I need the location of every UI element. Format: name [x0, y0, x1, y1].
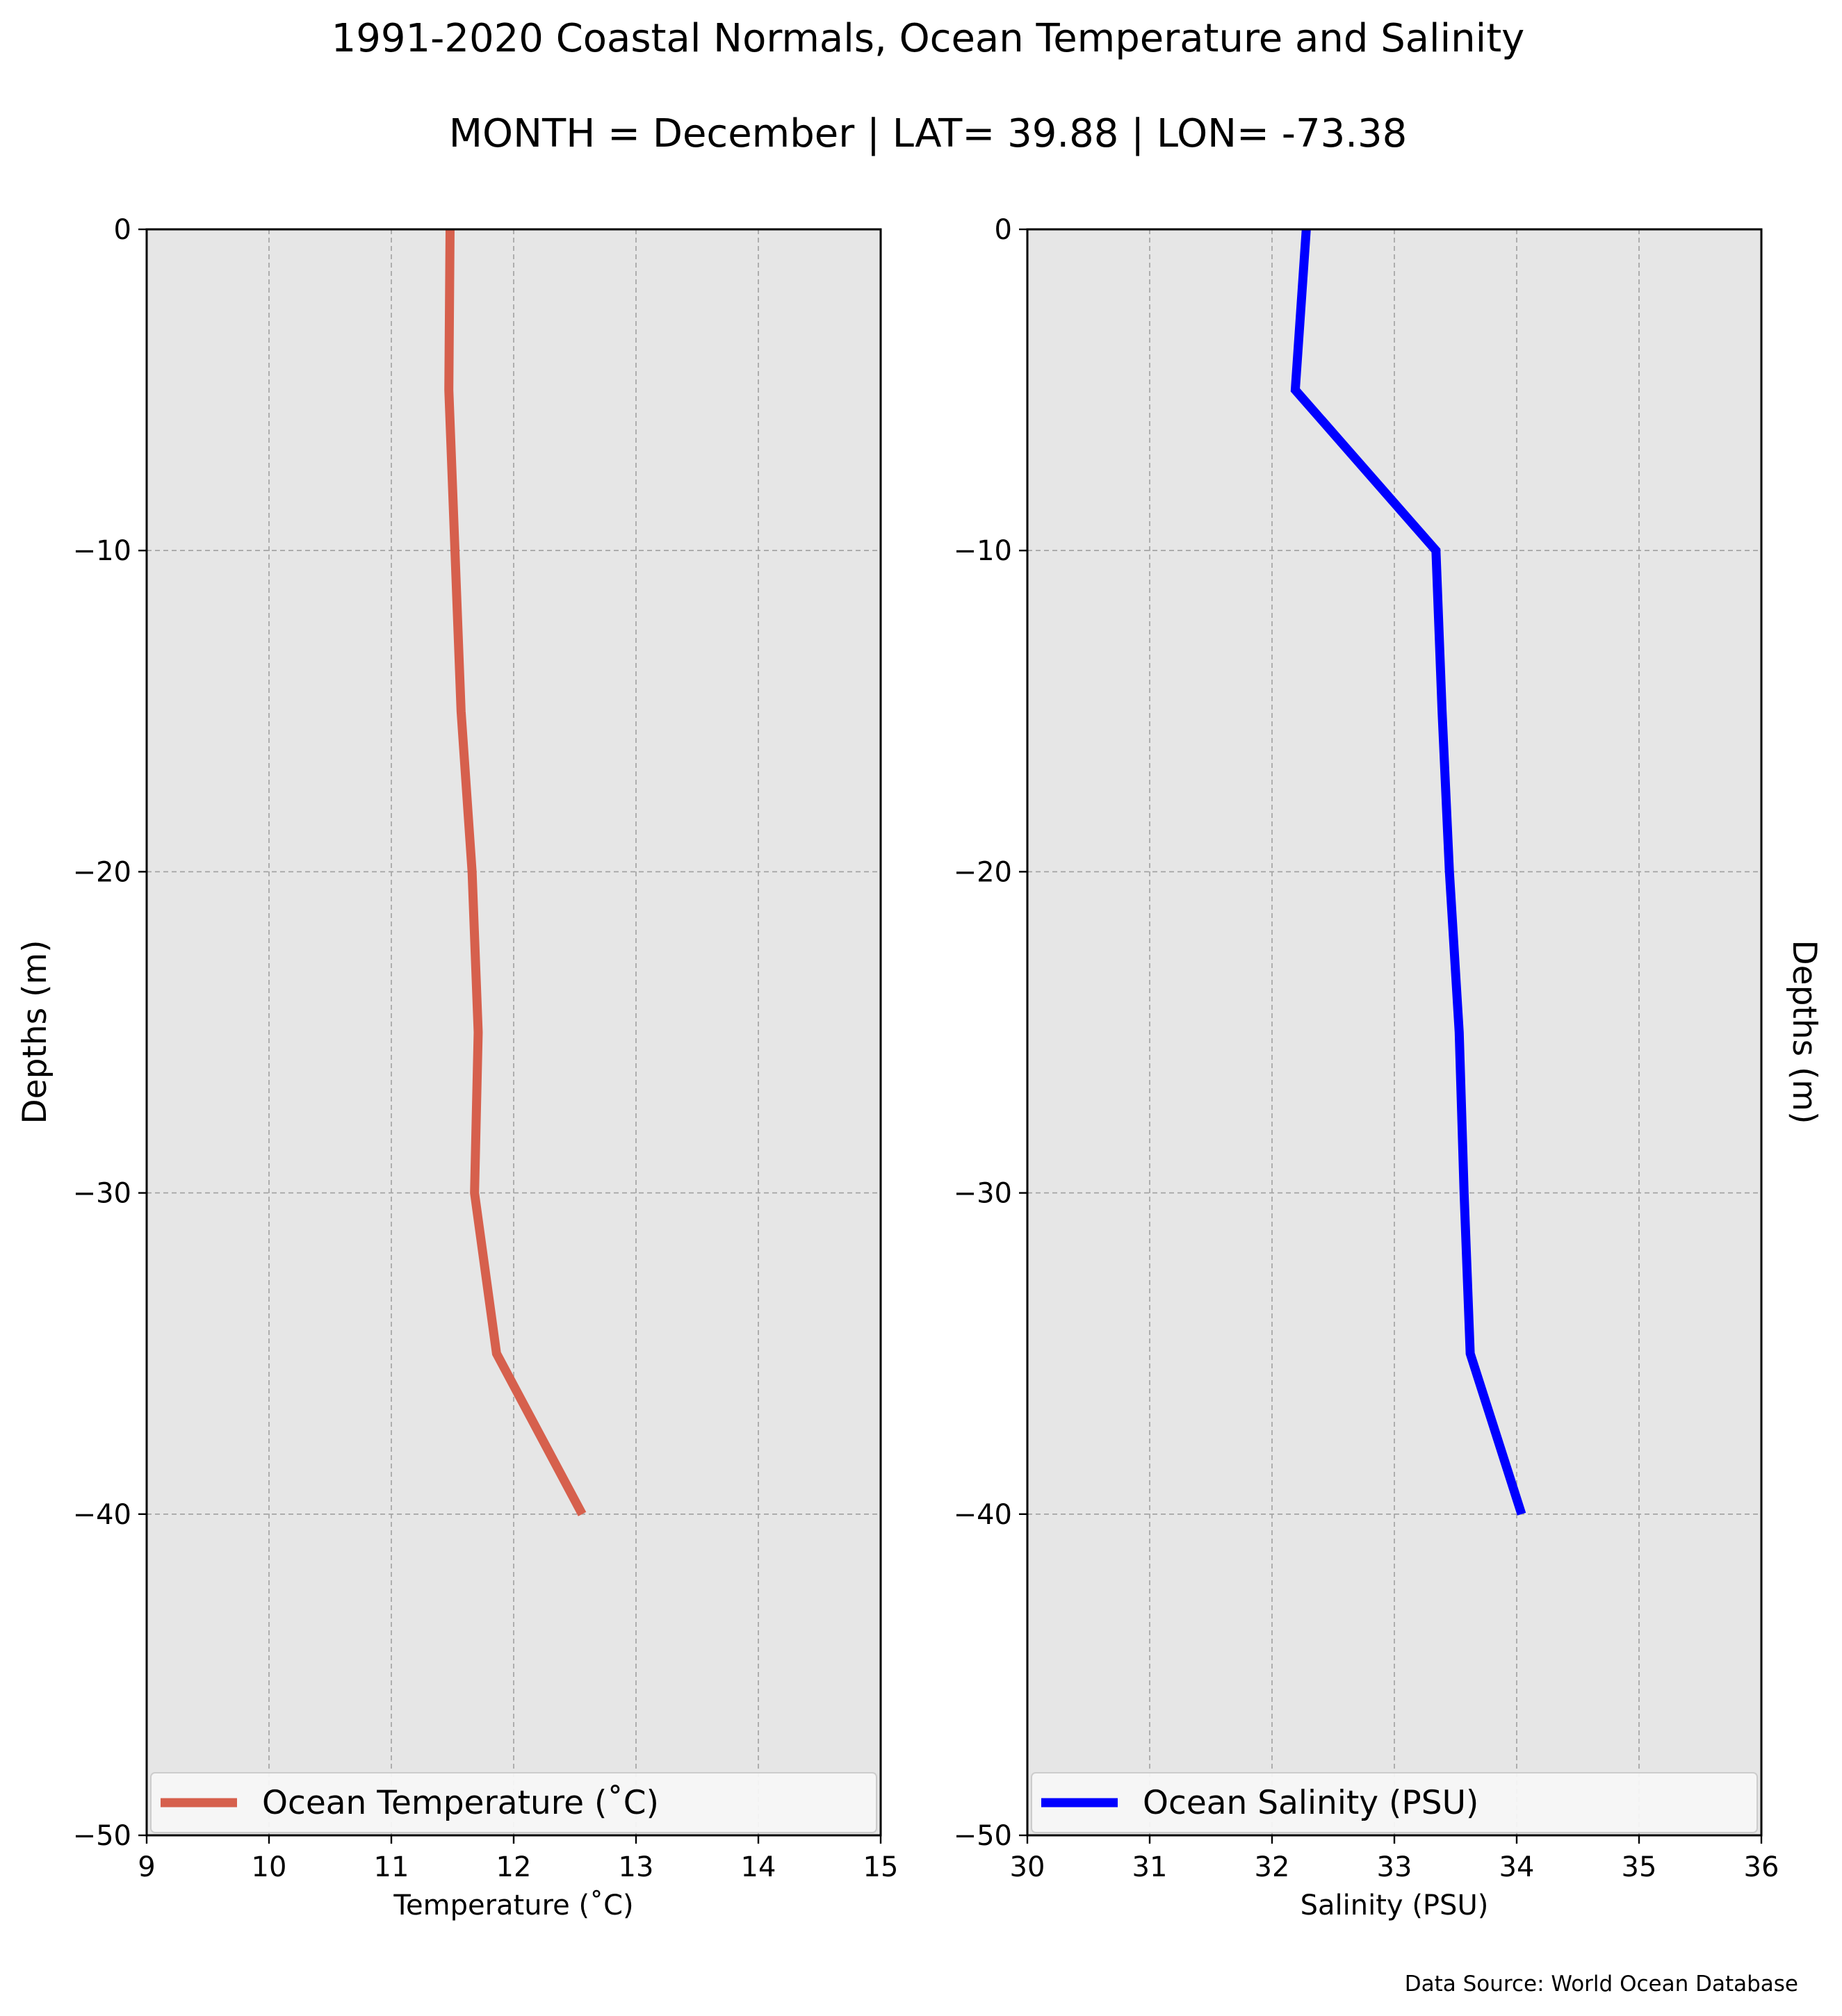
temperature-x-tick-label: 13	[619, 1851, 654, 1883]
temperature-legend-label: Ocean Temperature (˚C)	[262, 1784, 659, 1822]
salinity-y-tick-label: −20	[954, 856, 1012, 888]
salinity-legend: Ocean Salinity (PSU)	[1031, 1772, 1758, 1833]
salinity-y-tick-label: −50	[954, 1820, 1012, 1852]
chart-subtitle: MONTH = December | LAT= 39.88 | LON= -73…	[449, 111, 1408, 156]
chart-title: 1991-2020 Coastal Normals, Ocean Tempera…	[332, 16, 1525, 61]
salinity-y-tick-label: 0	[995, 214, 1012, 246]
temperature-y-tick-label: 0	[114, 214, 131, 246]
salinity-x-axis-label: Salinity (PSU)	[1301, 1890, 1489, 1921]
salinity-y-axis-label: Depths (m)	[1785, 940, 1823, 1124]
salinity-panel: Ocean Salinity (PSU) 30 31 32 33 34 35 36 0 −10 −…	[954, 214, 1823, 1921]
temperature-panel: Ocean Temperature (˚C) 9 10 11 12 13 14 15 0 −10…	[16, 214, 898, 1921]
salinity-x-tick-label: 36	[1744, 1851, 1779, 1883]
temperature-x-tick-label: 14	[741, 1851, 776, 1883]
salinity-x-tick-label: 32	[1255, 1851, 1290, 1883]
temperature-y-tick-label: −50	[73, 1820, 131, 1852]
temperature-x-axis-label: Temperature (˚C)	[393, 1890, 633, 1921]
salinity-x-tick-label: 30	[1010, 1851, 1045, 1883]
temperature-y-tick-label: −10	[73, 535, 131, 567]
temperature-y-tick-label: −30	[73, 1178, 131, 1210]
temperature-y-tick-label: −20	[73, 856, 131, 888]
temperature-x-tick-label: 11	[374, 1851, 409, 1883]
salinity-x-tick-label: 31	[1132, 1851, 1168, 1883]
temperature-legend: Ocean Temperature (˚C)	[150, 1772, 877, 1833]
temperature-x-tick-label: 15	[863, 1851, 899, 1883]
salinity-legend-label: Ocean Salinity (PSU)	[1143, 1784, 1478, 1822]
salinity-y-tick-label: −10	[954, 535, 1012, 567]
temperature-x-tick-label: 10	[252, 1851, 287, 1883]
temperature-y-tick-label: −40	[73, 1499, 131, 1531]
salinity-y-tick-label: −30	[954, 1178, 1012, 1210]
salinity-x-tick-label: 35	[1622, 1851, 1657, 1883]
temperature-x-tick-label: 9	[138, 1851, 155, 1883]
salinity-y-tick-label: −40	[954, 1499, 1012, 1531]
salinity-legend-box	[1031, 1772, 1758, 1833]
salinity-x-tick-label: 33	[1377, 1851, 1412, 1883]
temperature-y-axis-label: Depths (m)	[16, 940, 54, 1124]
salinity-x-tick-label: 34	[1499, 1851, 1535, 1883]
data-source-note: Data Source: World Ocean Database	[1405, 1972, 1798, 1997]
temperature-legend-box	[150, 1772, 877, 1833]
temperature-x-tick-label: 12	[496, 1851, 532, 1883]
